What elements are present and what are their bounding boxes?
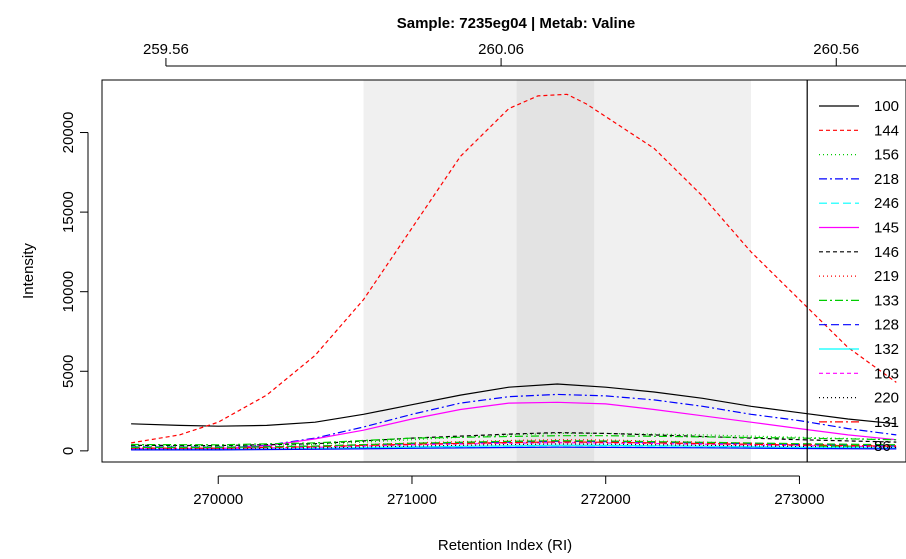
x-tick-label: 272000 [581, 491, 631, 508]
legend-label-145: 145 [874, 220, 899, 237]
series-line-86 [131, 440, 897, 449]
legend-label-133: 133 [874, 292, 899, 309]
x-tick-label: 271000 [387, 491, 437, 508]
legend-label-146: 146 [874, 244, 899, 261]
y-tick-label: 0 [60, 447, 77, 455]
legend-label-220: 220 [874, 390, 899, 407]
series-line-131 [131, 441, 897, 449]
legend-label-246: 246 [874, 195, 899, 212]
x-axis-title: Retention Index (RI) [438, 537, 572, 554]
y-tick-label: 15000 [60, 191, 77, 233]
x-tick-label: 270000 [193, 491, 243, 508]
series-line-145 [131, 401, 897, 451]
series-line-100 [131, 383, 897, 427]
y-tick-label: 5000 [60, 355, 77, 388]
legend-label-86: 86 [874, 438, 891, 455]
y-tick-label: 10000 [60, 271, 77, 313]
y-tick-label: 20000 [60, 112, 77, 154]
legend-label-132: 132 [874, 341, 899, 358]
top-tick-label: 260.56 [813, 41, 859, 58]
x-tick-label: 273000 [774, 491, 824, 508]
legend-label-219: 219 [874, 268, 899, 285]
legend-label-128: 128 [874, 317, 899, 334]
y-axis-title: Intensity [20, 243, 37, 299]
top-tick-label: 259.56 [143, 41, 189, 58]
legend-label-103: 103 [874, 365, 899, 382]
series-line-133 [131, 435, 897, 446]
series-line-146 [131, 431, 897, 447]
plot-frame [101, 79, 906, 463]
top-tick-label: 260.06 [478, 41, 524, 58]
series-line-132 [131, 444, 897, 450]
legend-label-218: 218 [874, 171, 899, 188]
series-line-102 [131, 446, 897, 451]
legend-label-102: 102 [874, 463, 899, 480]
legend-label-156: 156 [874, 147, 899, 164]
legend-label-100: 100 [874, 98, 899, 115]
chart-title: Sample: 7235eg04 | Metab: Valine [397, 15, 635, 32]
series-line-144 [131, 93, 897, 444]
legend-label-144: 144 [874, 122, 899, 139]
legend-label-131: 131 [874, 414, 899, 431]
peak-apex-region [516, 80, 595, 462]
series-line-156 [131, 432, 897, 448]
